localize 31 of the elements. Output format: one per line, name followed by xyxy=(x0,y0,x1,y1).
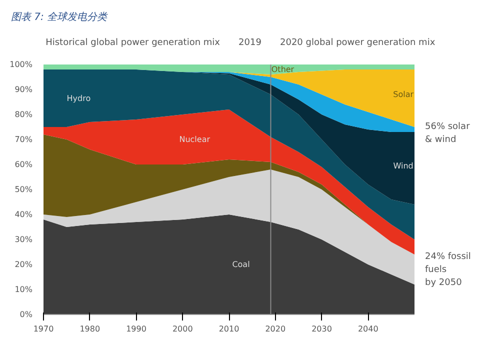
y-tick-label: 0% xyxy=(20,310,33,319)
chart-title: 图表 7: 全球发电分类 xyxy=(11,11,108,25)
x-tick-label: 2030 xyxy=(312,324,332,334)
text: 56% solar & wind xyxy=(425,121,470,147)
x-tick-label: 1970 xyxy=(33,324,54,334)
y-tick-label: 90% xyxy=(14,85,33,94)
series-label: Hydro xyxy=(66,94,91,103)
y-tick-label: 50% xyxy=(14,185,33,194)
text: 2020 global power generation mix xyxy=(280,37,436,50)
y-tick-label: 100% xyxy=(10,60,33,69)
x-tick-label: 1990 xyxy=(126,324,146,334)
x-tick-label: 2020 xyxy=(265,324,286,334)
y-tick-label: 70% xyxy=(14,135,33,144)
y-tick-label: 20% xyxy=(14,260,33,269)
y-tick-label: 60% xyxy=(14,160,33,169)
series-label: Wind xyxy=(393,161,414,170)
y-tick-label: 80% xyxy=(14,110,33,119)
series-label: Solar xyxy=(393,90,414,99)
series-label: Nuclear xyxy=(179,135,211,144)
y-tick-label: 10% xyxy=(14,285,33,294)
text: Historical global power generation mix xyxy=(46,37,220,50)
x-tick-label: 1980 xyxy=(80,324,100,334)
x-tick-label: 2000 xyxy=(172,324,193,334)
series-label: Coal xyxy=(232,260,250,269)
x-tick-label: 2010 xyxy=(218,324,240,334)
series-label: Other xyxy=(271,65,295,74)
x-tick-label: 2040 xyxy=(358,324,378,334)
y-tick-label: 40% xyxy=(14,210,33,219)
y-tick-label: 30% xyxy=(14,235,33,244)
text: 24% fossil fuels by 2050 xyxy=(425,251,472,290)
ref-line-label: 2019 xyxy=(238,37,262,50)
